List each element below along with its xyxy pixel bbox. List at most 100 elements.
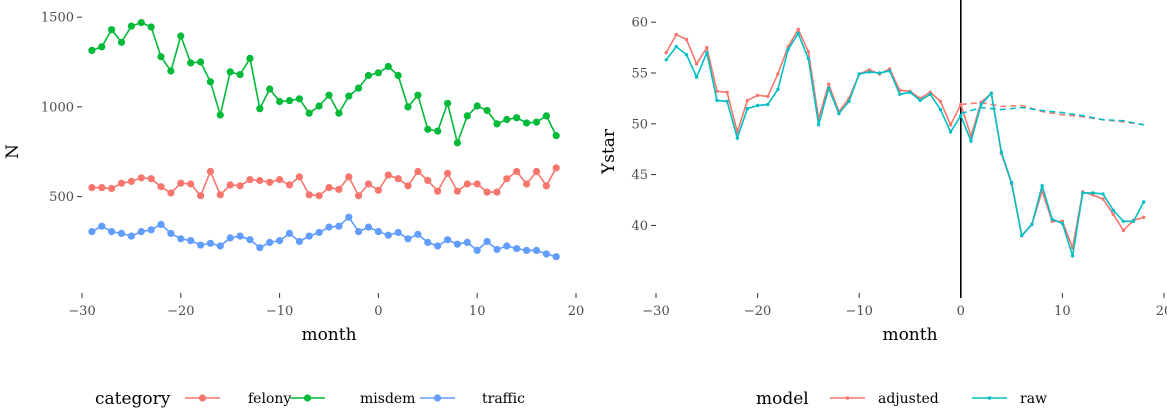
data-point-raw bbox=[1111, 208, 1115, 212]
data-point-adjusted bbox=[1121, 228, 1126, 233]
y-tick-label: 60 bbox=[631, 16, 648, 31]
series-line-misdem bbox=[91, 21, 557, 146]
data-point-adjusted bbox=[755, 93, 760, 98]
data-point-misdem bbox=[473, 102, 481, 110]
data-point-raw bbox=[837, 111, 841, 116]
data-point-felony bbox=[473, 180, 481, 188]
data-point-traffic bbox=[414, 230, 422, 238]
legend-key-point-adjusted bbox=[845, 396, 850, 400]
data-point-raw bbox=[806, 57, 811, 61]
data-point-felony bbox=[108, 184, 116, 193]
data-point-traffic bbox=[206, 239, 214, 247]
data-point-raw bbox=[1081, 191, 1085, 195]
y-tick-label: 1000 bbox=[41, 100, 74, 115]
data-point-misdem bbox=[523, 119, 531, 127]
data-point-misdem bbox=[266, 85, 274, 93]
data-point-traffic bbox=[404, 235, 412, 243]
data-point-raw bbox=[827, 86, 831, 90]
data-point-traffic bbox=[117, 229, 126, 237]
data-point-raw bbox=[1101, 192, 1105, 196]
data-point-felony bbox=[137, 174, 145, 182]
data-point-felony bbox=[552, 164, 560, 172]
data-point-misdem bbox=[256, 105, 264, 113]
data-point-traffic bbox=[542, 250, 551, 258]
data-point-raw bbox=[715, 98, 719, 103]
data-point-felony bbox=[197, 192, 205, 200]
data-point-traffic bbox=[88, 228, 96, 236]
data-point-adjusted bbox=[959, 102, 963, 107]
data-point-traffic bbox=[434, 242, 442, 250]
data-point-raw bbox=[766, 102, 770, 107]
data-point-raw bbox=[735, 136, 739, 140]
data-point-raw bbox=[867, 70, 872, 74]
x-axis-label: month bbox=[882, 325, 937, 345]
data-point-raw bbox=[928, 92, 932, 97]
y-tick-label: 500 bbox=[49, 190, 74, 205]
data-point-misdem bbox=[276, 97, 284, 106]
data-point-traffic bbox=[285, 229, 294, 237]
data-point-raw bbox=[1040, 184, 1044, 188]
data-point-felony bbox=[276, 176, 284, 184]
data-point-adjusted bbox=[766, 94, 770, 99]
data-point-adjusted bbox=[776, 72, 780, 76]
data-point-raw bbox=[1009, 181, 1014, 185]
data-point-felony bbox=[345, 173, 353, 181]
data-point-traffic bbox=[127, 232, 135, 240]
data-point-traffic bbox=[325, 223, 333, 231]
data-point-raw bbox=[959, 114, 963, 118]
data-point-traffic bbox=[483, 237, 491, 246]
data-point-traffic bbox=[355, 228, 363, 236]
data-point-felony bbox=[335, 185, 343, 193]
data-point-traffic bbox=[364, 223, 373, 231]
data-point-traffic bbox=[266, 238, 274, 246]
data-point-felony bbox=[226, 181, 234, 189]
data-point-felony bbox=[463, 180, 471, 188]
x-tick-label: 0 bbox=[374, 304, 382, 319]
data-point-raw bbox=[969, 139, 973, 143]
data-point-raw bbox=[705, 51, 709, 55]
data-point-traffic bbox=[503, 242, 511, 250]
data-point-felony bbox=[424, 176, 432, 185]
data-point-felony bbox=[384, 171, 392, 179]
data-point-raw bbox=[786, 47, 790, 52]
data-point-adjusted bbox=[664, 51, 668, 55]
data-point-traffic bbox=[197, 241, 205, 249]
x-tick-label: 20 bbox=[568, 304, 585, 319]
data-point-traffic bbox=[256, 244, 264, 252]
data-point-felony bbox=[532, 167, 541, 176]
data-point-felony bbox=[414, 167, 422, 176]
data-point-adjusted bbox=[1111, 212, 1115, 216]
data-point-misdem bbox=[453, 139, 461, 147]
data-point-felony bbox=[216, 191, 224, 199]
x-tick-label: 0 bbox=[957, 304, 965, 319]
data-point-raw bbox=[989, 91, 993, 96]
data-point-traffic bbox=[246, 236, 254, 244]
y-tick-label: 1500 bbox=[41, 11, 74, 26]
data-point-felony bbox=[117, 179, 126, 187]
data-point-traffic bbox=[98, 222, 106, 230]
data-point-felony bbox=[523, 180, 531, 188]
data-point-misdem bbox=[414, 91, 422, 99]
data-point-adjusted bbox=[674, 32, 678, 37]
data-point-misdem bbox=[325, 91, 333, 99]
data-point-raw bbox=[948, 130, 953, 134]
data-point-raw bbox=[847, 99, 851, 104]
data-point-felony bbox=[542, 182, 551, 190]
data-point-felony bbox=[444, 169, 452, 177]
data-point-felony bbox=[394, 175, 402, 183]
data-point-raw bbox=[999, 150, 1004, 154]
data-point-felony bbox=[266, 178, 274, 186]
data-point-adjusted bbox=[715, 89, 719, 94]
data-point-misdem bbox=[88, 46, 96, 55]
y-tick-label: 55 bbox=[631, 66, 648, 81]
data-point-felony bbox=[513, 167, 521, 176]
data-point-raw bbox=[877, 71, 882, 75]
data-point-misdem bbox=[404, 103, 412, 111]
data-point-felony bbox=[295, 173, 303, 181]
y-tick-label: 40 bbox=[631, 219, 648, 234]
data-point-adjusted bbox=[1142, 215, 1146, 219]
data-point-misdem bbox=[542, 112, 551, 120]
data-point-traffic bbox=[523, 246, 531, 254]
legend-key-point-felony bbox=[198, 394, 207, 402]
